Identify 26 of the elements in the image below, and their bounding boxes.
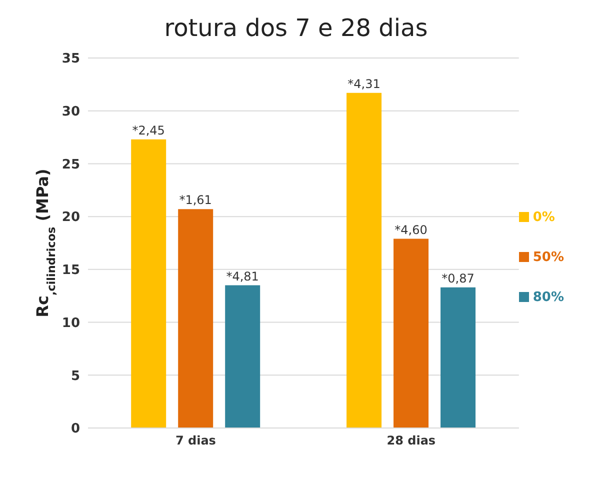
y-tick-label: 10 — [62, 316, 80, 331]
annotation: *4,31 — [348, 76, 380, 91]
bar — [440, 287, 476, 428]
legend-label: 0% — [532, 210, 555, 225]
annotation: *2,45 — [132, 123, 165, 138]
y-tick-label: 30 — [62, 104, 80, 120]
annotation: *1,61 — [179, 193, 212, 208]
annotation: *4,81 — [226, 269, 259, 284]
bar — [225, 285, 260, 428]
y-tick-label: 15 — [62, 263, 80, 278]
bar — [131, 139, 166, 428]
bar — [178, 209, 214, 428]
y-tick-label: 20 — [62, 210, 80, 226]
annotation: *4,60 — [394, 222, 428, 237]
legend-label: 80% — [532, 290, 564, 305]
x-tick-label: 7 dias — [175, 434, 216, 448]
y-tick-label: 5 — [70, 368, 80, 384]
x-tick-label: 28 dias — [386, 434, 436, 448]
bar — [346, 92, 382, 428]
annotation: *0,87 — [442, 271, 474, 286]
legend-label: 50% — [532, 250, 564, 265]
chart-title: rotura dos 7 e 28 dias — [163, 13, 429, 44]
y-tick-label: 35 — [62, 52, 80, 67]
y-tick-label: 0 — [70, 422, 80, 437]
y-tick-label: 25 — [62, 157, 80, 172]
bar — [394, 238, 429, 428]
